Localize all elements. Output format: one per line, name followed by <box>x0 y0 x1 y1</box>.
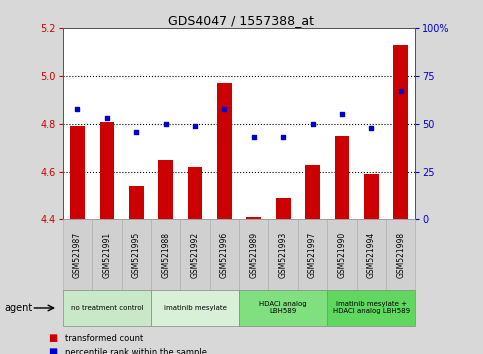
Point <box>221 106 228 112</box>
Text: percentile rank within the sample: percentile rank within the sample <box>65 348 207 354</box>
Bar <box>364 174 379 219</box>
Point <box>191 123 199 129</box>
Text: transformed count: transformed count <box>65 333 143 343</box>
Point <box>338 112 346 117</box>
Point <box>73 106 81 112</box>
Text: GSM521996: GSM521996 <box>220 232 229 278</box>
Point <box>397 88 405 94</box>
Point <box>162 121 170 127</box>
Point <box>250 135 257 140</box>
Text: GSM521992: GSM521992 <box>190 232 199 278</box>
Text: GSM521988: GSM521988 <box>161 232 170 278</box>
Bar <box>276 198 290 219</box>
Bar <box>70 126 85 219</box>
Text: GSM521997: GSM521997 <box>308 232 317 278</box>
Bar <box>217 83 232 219</box>
Bar <box>158 160 173 219</box>
Point <box>279 135 287 140</box>
Bar <box>129 186 143 219</box>
Bar <box>246 217 261 219</box>
Text: GSM521993: GSM521993 <box>279 232 288 278</box>
Point <box>309 121 316 127</box>
Text: imatinib mesylate: imatinib mesylate <box>164 305 227 311</box>
Text: GSM521998: GSM521998 <box>396 232 405 278</box>
Text: HDACi analog
LBH589: HDACi analog LBH589 <box>259 302 307 314</box>
Text: agent: agent <box>5 303 33 313</box>
Text: GSM521989: GSM521989 <box>249 232 258 278</box>
Bar <box>305 165 320 219</box>
Text: GSM521994: GSM521994 <box>367 232 376 278</box>
Text: ■: ■ <box>48 333 57 343</box>
Text: GSM521987: GSM521987 <box>73 232 82 278</box>
Bar <box>393 45 408 219</box>
Text: ■: ■ <box>48 347 57 354</box>
Text: GSM521991: GSM521991 <box>102 232 112 278</box>
Bar <box>335 136 349 219</box>
Text: GSM521990: GSM521990 <box>338 232 346 278</box>
Text: no treatment control: no treatment control <box>71 305 143 311</box>
Bar <box>99 121 114 219</box>
Bar <box>188 167 202 219</box>
Text: GDS4047 / 1557388_at: GDS4047 / 1557388_at <box>169 14 314 27</box>
Point <box>368 125 375 131</box>
Point <box>132 129 140 135</box>
Text: GSM521995: GSM521995 <box>132 232 141 278</box>
Text: imatinib mesylate +
HDACi analog LBH589: imatinib mesylate + HDACi analog LBH589 <box>333 302 410 314</box>
Point <box>103 115 111 121</box>
